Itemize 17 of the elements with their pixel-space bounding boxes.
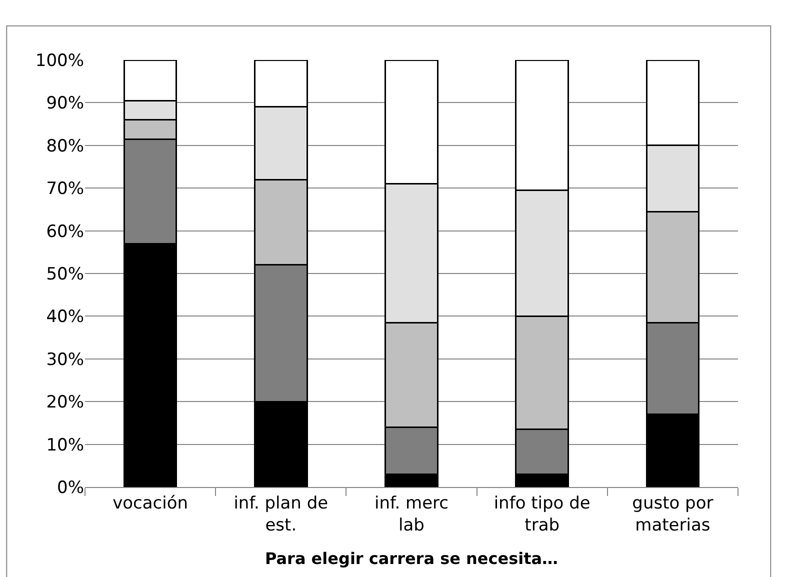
x-tick-label: gusto por materias bbox=[632, 493, 714, 536]
x-tick-label: inf. merc lab bbox=[374, 493, 449, 536]
y-tick-label: 10% bbox=[46, 435, 84, 456]
y-tick-label: 100% bbox=[35, 50, 84, 71]
x-tick-label: vocación bbox=[112, 493, 188, 514]
y-tick-label: 90% bbox=[46, 94, 84, 114]
y-tick-label: 0% bbox=[57, 478, 84, 498]
x-axis-title: Para elegir carrera se necesita… bbox=[264, 549, 558, 568]
y-tick-label: 50% bbox=[46, 264, 84, 284]
y-tick-label: 20% bbox=[46, 392, 84, 413]
x-tick-label: info tipo de trab bbox=[494, 493, 590, 536]
y-tick-label: 30% bbox=[46, 350, 84, 370]
y-tick-label: 80% bbox=[46, 136, 84, 156]
y-tick-label: 60% bbox=[46, 222, 84, 242]
y-tick-label: 70% bbox=[46, 179, 84, 200]
y-tick-label: 40% bbox=[46, 307, 84, 328]
x-tick-label: inf. plan de est. bbox=[234, 493, 328, 536]
